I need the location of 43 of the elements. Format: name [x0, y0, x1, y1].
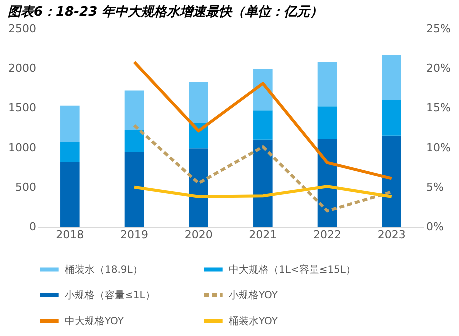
bar — [318, 106, 338, 140]
bar — [124, 90, 144, 130]
chart-title: 图表6：18-23 年中大规格水增速最快（单位：亿元） — [8, 4, 324, 20]
x-tick-label: 2021 — [249, 228, 278, 242]
line-series — [133, 124, 394, 213]
bar — [60, 162, 80, 227]
legend-label: 中大规格（1L<容量≤15L） — [229, 264, 356, 276]
y2-tick-label: 10% — [426, 141, 451, 154]
legend-label: 小规格（容量≤1L） — [65, 290, 156, 302]
bar — [318, 62, 338, 107]
x-tick-label: 2018 — [56, 228, 84, 242]
y-tick-label: 500 — [16, 180, 36, 194]
legend-label: 中大规格YOY — [65, 316, 125, 328]
bar — [189, 148, 208, 227]
bar — [382, 100, 402, 136]
legend-label: 桶装水（18.9L） — [65, 264, 143, 276]
legend-label: 小规格YOY — [229, 290, 279, 302]
y2-tick-label: 5% — [426, 180, 444, 194]
legend-label: 桶装水YOY — [229, 316, 279, 328]
y-tick-label: 0 — [30, 220, 36, 234]
x-tick-label: 2023 — [378, 228, 406, 242]
bar — [382, 55, 402, 100]
bar — [124, 130, 144, 153]
y2-tick-label: 15% — [426, 102, 451, 115]
y-tick-label: 2000 — [8, 62, 36, 76]
line-series — [133, 60, 394, 180]
y2-tick-label: 0% — [426, 220, 444, 234]
bar — [189, 82, 208, 124]
y-tick-label: 2500 — [8, 22, 36, 36]
x-tick-label: 2020 — [184, 228, 213, 242]
line-series — [133, 185, 394, 198]
bar — [254, 140, 273, 227]
bar — [254, 110, 273, 140]
bar — [382, 136, 402, 227]
bar — [60, 142, 80, 162]
bar — [124, 152, 144, 227]
x-tick-label: 2019 — [120, 228, 148, 242]
x-tick-label: 2022 — [314, 228, 342, 242]
y2-tick-label: 25% — [426, 22, 451, 36]
bar — [60, 106, 80, 142]
y-tick-label: 1500 — [8, 102, 36, 115]
y-tick-label: 1000 — [8, 141, 36, 154]
y2-tick-label: 20% — [426, 62, 451, 76]
